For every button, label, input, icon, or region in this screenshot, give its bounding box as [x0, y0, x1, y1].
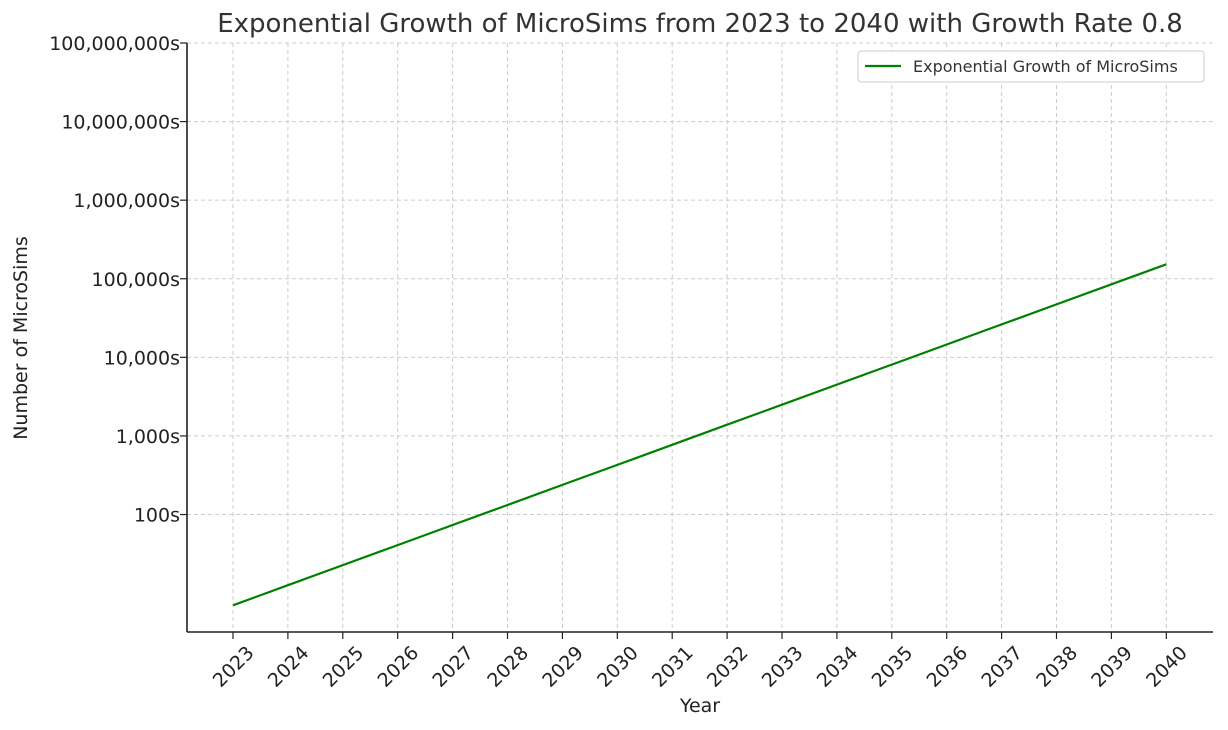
x-tick-label: 2024	[264, 642, 314, 692]
x-tick-label: 2035	[868, 642, 918, 692]
x-tick-label: 2025	[319, 642, 369, 692]
x-tick-label: 2038	[1032, 642, 1082, 692]
x-tick-label: 2034	[813, 642, 863, 692]
y-tick-label: 10,000s	[104, 347, 180, 369]
grid-lines	[187, 42, 1213, 632]
x-tick-label: 2027	[428, 642, 478, 692]
y-tick-label: 1,000s	[116, 426, 180, 448]
x-tick-label: 2029	[538, 642, 588, 692]
x-tick-label: 2033	[758, 642, 808, 692]
legend-label: Exponential Growth of MicroSims	[913, 57, 1178, 76]
x-tick-label: 2039	[1087, 642, 1137, 692]
chart-title: Exponential Growth of MicroSims from 202…	[217, 9, 1183, 39]
x-tick-label: 2026	[373, 642, 423, 692]
y-tick-label: 100,000,000s	[49, 33, 180, 55]
x-tick-label: 2023	[209, 642, 259, 692]
x-tick-label: 2040	[1142, 642, 1192, 692]
y-axis-label: Number of MicroSims	[10, 236, 32, 440]
y-tick-label: 1,000,000s	[73, 190, 180, 212]
x-tick-label: 2030	[593, 642, 643, 692]
axes	[180, 42, 1213, 639]
series-lines	[232, 263, 1167, 607]
x-tick-label: 2037	[977, 642, 1027, 692]
x-axis-label: Year	[679, 695, 720, 717]
series-line	[232, 263, 1167, 607]
legend: Exponential Growth of MicroSims	[857, 50, 1205, 83]
x-tick-label: 2032	[703, 642, 753, 692]
x-tick-label: 2028	[483, 642, 533, 692]
x-tick-label: 2036	[922, 642, 972, 692]
y-tick-label: 100,000s	[92, 269, 180, 291]
x-tick-label: 2031	[648, 642, 698, 692]
y-tick-label: 100s	[134, 505, 180, 527]
legend-box	[857, 50, 1205, 83]
y-tick-label: 10,000,000s	[61, 112, 180, 134]
tick-labels: 2023 2024 2025 2026 2027 2028 2029 2030 2031 2032…	[49, 33, 1192, 692]
